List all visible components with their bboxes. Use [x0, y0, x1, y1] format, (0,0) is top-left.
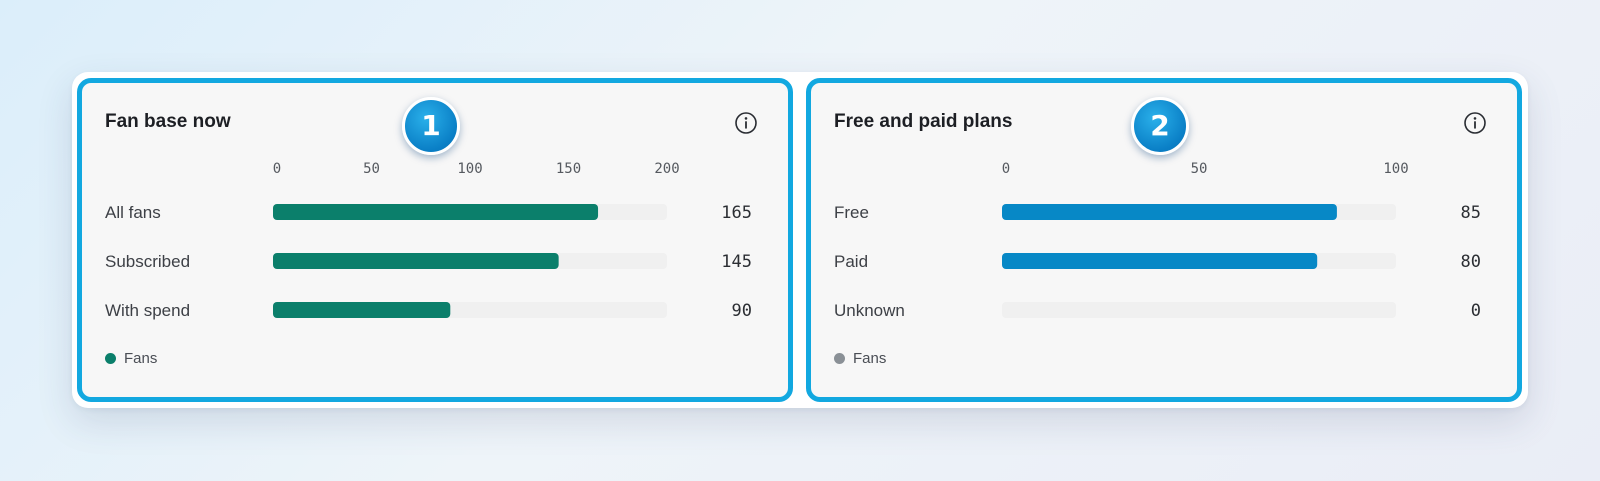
- chart-title: Free and paid plans: [834, 111, 1013, 132]
- category-label: All fans: [105, 203, 161, 222]
- chart-legend: Fans: [105, 350, 157, 367]
- category-label: Subscribed: [105, 252, 190, 271]
- axis-tick-label: 200: [654, 161, 679, 177]
- bar: [1002, 204, 1337, 220]
- axis-tick-label: 50: [363, 161, 380, 177]
- chart-legend: Fans: [834, 350, 886, 367]
- value-label: 165: [721, 203, 752, 223]
- legend-swatch: [834, 353, 845, 364]
- bar: [273, 204, 599, 220]
- chart-card-fan-base: Fan base now 1 0 50 100 150 200 All fans 165 Su…: [77, 78, 793, 402]
- legend-swatch: [105, 353, 116, 364]
- axis-tick-label: 50: [1191, 161, 1208, 177]
- category-label: Unknown: [834, 301, 905, 320]
- axis-tick-label: 100: [457, 161, 482, 177]
- value-label: 85: [1461, 203, 1481, 223]
- bar-track: [1002, 302, 1396, 318]
- step-badge: 2: [1131, 97, 1189, 155]
- category-label: Free: [834, 203, 869, 222]
- category-label: With spend: [105, 301, 190, 320]
- bar-chart: 0 50 100 150 200 All fans 165 Subscribed 145 With…: [105, 161, 752, 321]
- value-label: 90: [732, 301, 752, 321]
- axis-tick-label: 0: [273, 161, 281, 177]
- axis-tick-label: 100: [1383, 161, 1408, 177]
- info-icon[interactable]: [734, 111, 758, 135]
- bar-chart: 0 50 100 Free 85 Paid 80 Unknown 0: [834, 161, 1481, 321]
- bar: [1002, 253, 1318, 269]
- value-label: 0: [1471, 301, 1481, 321]
- chart-title: Fan base now: [105, 111, 231, 132]
- axis-tick-label: 0: [1002, 161, 1010, 177]
- category-label: Paid: [834, 252, 868, 271]
- chart-card-plans: Free and paid plans 2 0 50 100 Free 85 Paid 80…: [806, 78, 1522, 402]
- legend-label: Fans: [124, 350, 158, 367]
- value-label: 80: [1461, 252, 1481, 272]
- bar: [273, 253, 559, 269]
- axis-tick-label: 150: [556, 161, 581, 177]
- bar: [273, 302, 451, 318]
- value-label: 145: [721, 252, 752, 272]
- info-icon[interactable]: [1463, 111, 1487, 135]
- step-badge: 1: [402, 97, 460, 155]
- legend-label: Fans: [853, 350, 887, 367]
